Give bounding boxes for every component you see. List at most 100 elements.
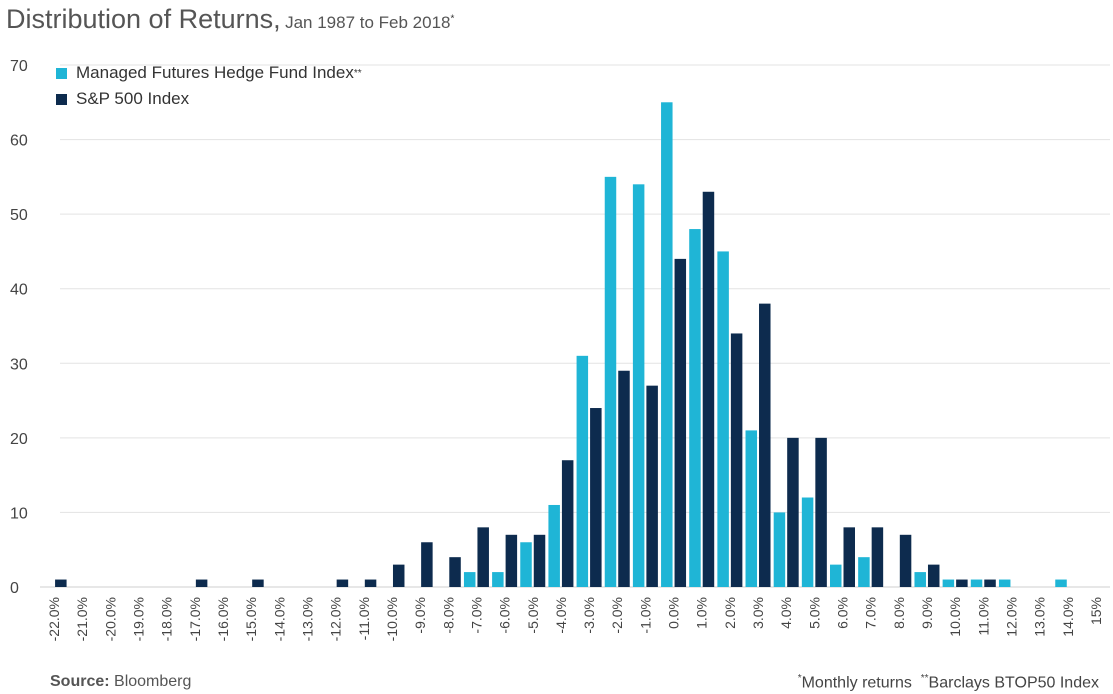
x-tick-label: -13.0% [300,597,316,641]
title-subtitle: Jan 1987 to Feb 2018 [285,13,451,32]
y-tick-label: 70 [10,58,28,75]
chart-title: Distribution of Returns, Jan 1987 to Feb… [6,4,454,35]
footnote-2-mark: ** [920,673,929,684]
footnote-2: Barclays BTOP50 Index [928,674,1099,692]
bar-s-p-500-index-4-0 [561,460,574,587]
bar-s-p-500-index-9-0 [927,564,940,587]
y-tick-label: 50 [10,207,28,224]
title-subtitle-mark: * [450,13,455,25]
bar-s-p-500-index-0-0 [674,258,687,587]
x-tick-label: 4.0% [778,597,794,629]
x-tick-label: -6.0% [497,597,513,634]
bar-s-p-500-index-3-0 [759,303,771,587]
x-tick-label: 5.0% [806,597,822,629]
legend-item-sp500: S&P 500 Index [56,86,362,112]
bar-s-p-500-index-6-0 [843,527,855,587]
legend-mark-managed-futures: ** [353,67,362,79]
x-tick-label: -11.0% [356,597,372,640]
x-tick-label: 3.0% [750,597,766,629]
x-tick-label: -8.0% [440,597,456,634]
bar-s-p-500-index-12-0 [336,579,349,587]
bar-managed-futures-hedge-fund-index-4-0 [773,512,786,587]
footnote-1: Monthly returns [801,674,912,692]
x-tick-label: -7.0% [468,597,484,634]
y-tick-label: 60 [10,133,28,150]
bar-managed-futures-hedge-fund-index-6-0 [830,564,842,587]
x-tick-label: 1.0% [694,597,710,629]
legend-label-managed-futures: Managed Futures Hedge Fund Index [76,63,354,82]
bar-managed-futures-hedge-fund-index-6-0 [492,572,504,587]
x-tick-label: 7.0% [863,597,879,629]
x-tick-label: -12.0% [328,597,344,641]
title-main: Distribution of Returns, [6,4,281,34]
bar-s-p-500-index-5-0 [533,534,546,587]
y-tick-label: 30 [10,356,28,373]
bar-managed-futures-hedge-fund-index-2-0 [717,251,729,587]
x-tick-label: -9.0% [412,597,428,634]
x-tick-label: -5.0% [525,597,541,634]
bar-s-p-500-index-7-0 [871,527,884,587]
x-tick-label: 11.0% [975,597,991,636]
bar-s-p-500-index-5-0 [815,437,827,587]
x-tick-label: -14.0% [271,597,287,641]
x-tick-label: -16.0% [215,597,231,641]
bar-managed-futures-hedge-fund-index-5-0 [520,542,532,587]
x-tick-label: -1.0% [637,597,653,634]
bar-s-p-500-index-3-0 [590,408,602,587]
bar-s-p-500-index-2-0 [618,370,630,587]
source-note: Source: Bloomberg [50,673,191,691]
bar-managed-futures-hedge-fund-index-11-0 [970,579,983,587]
source-value: Bloomberg [114,673,192,690]
bar-s-p-500-index-1-0 [702,191,715,587]
y-tick-label: 20 [10,431,28,448]
source-label: Source: [50,673,110,690]
bar-s-p-500-index-6-0 [505,534,518,587]
bar-s-p-500-index-11-0 [364,579,377,587]
bar-s-p-500-index-8-0 [449,557,461,587]
x-tick-label: 9.0% [919,597,935,629]
bar-managed-futures-hedge-fund-index-10-0 [942,579,955,587]
bar-s-p-500-index-11-0 [984,579,996,587]
bar-managed-futures-hedge-fund-index-14-0 [1055,579,1067,587]
bar-managed-futures-hedge-fund-index-2-0 [604,176,617,587]
bar-s-p-500-index-9-0 [421,542,433,587]
x-tick-label: 2.0% [722,597,738,629]
x-tick-label: 10.0% [947,597,963,637]
x-tick-label: 12.0% [1003,597,1019,637]
x-tick-label: 6.0% [835,597,851,629]
y-tick-label: 0 [10,580,19,597]
x-tick-label: -21.0% [74,597,90,641]
x-tick-label: -4.0% [553,597,569,634]
bar-s-p-500-index-8-0 [899,534,912,587]
x-tick-label: -18.0% [159,597,175,641]
x-tick-label: 0.0% [666,597,682,629]
bar-managed-futures-hedge-fund-index-12-0 [998,579,1011,587]
bar-managed-futures-hedge-fund-index-1-0 [632,184,645,588]
legend-item-managed-futures: Managed Futures Hedge Fund Index ** [56,60,362,86]
bar-s-p-500-index-1-0 [646,385,658,587]
bar-s-p-500-index-22-0 [55,579,67,587]
x-tick-label: -2.0% [609,597,625,634]
legend-swatch-sp500 [56,93,67,105]
x-tick-label: -22.0% [46,597,62,641]
bar-managed-futures-hedge-fund-index-9-0 [914,572,926,587]
bar-s-p-500-index-17-0 [195,579,208,587]
x-tick-label: 15% [1088,597,1104,625]
bar-managed-futures-hedge-fund-index-5-0 [801,497,814,587]
legend-label-sp500: S&P 500 Index [76,89,190,108]
x-tick-label: -10.0% [384,597,400,641]
bar-s-p-500-index-7-0 [477,527,489,587]
x-tick-label: 13.0% [1032,597,1048,637]
bar-s-p-500-index-4-0 [787,437,799,587]
footnote-1-mark: * [797,673,802,684]
x-tick-label: -20.0% [102,597,118,641]
bar-managed-futures-hedge-fund-index-3-0 [745,430,758,587]
bar-managed-futures-hedge-fund-index-4-0 [548,504,560,587]
legend: Managed Futures Hedge Fund Index ** S&P 5… [56,60,362,112]
bar-managed-futures-hedge-fund-index-7-0 [858,557,870,587]
bar-managed-futures-hedge-fund-index-1-0 [689,229,701,588]
y-tick-label: 40 [10,282,28,299]
x-tick-label: 8.0% [891,597,907,629]
x-tick-label: -15.0% [243,597,259,641]
